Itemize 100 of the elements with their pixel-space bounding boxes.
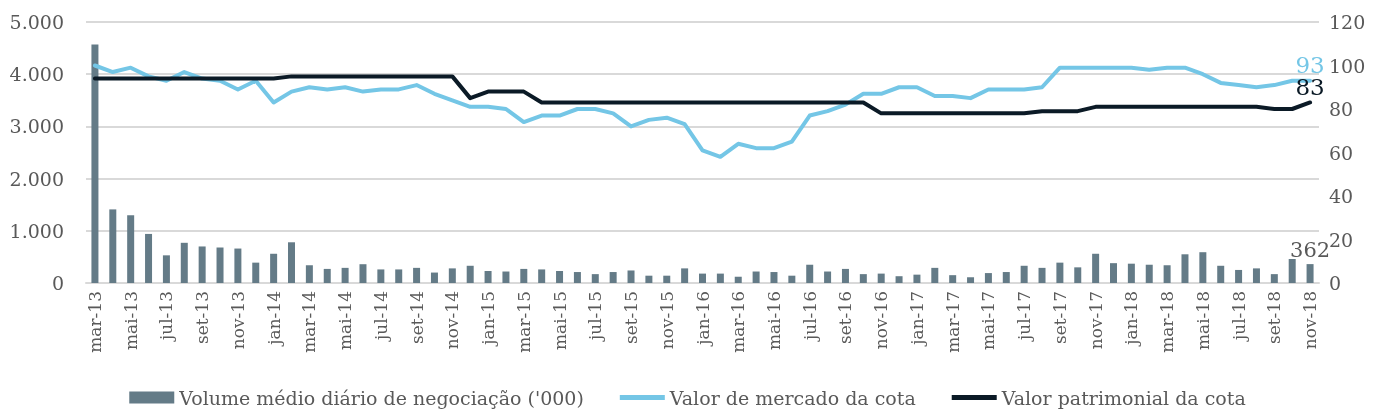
x-tick-label: jan-17 [906,291,927,347]
x-tick-label: mai-15 [549,291,570,351]
x-tick-label: jul-14 [370,291,391,343]
bar [1163,265,1171,283]
legend-label: Valor de mercado da cota [668,386,916,409]
bar [984,273,992,283]
bar [448,268,456,283]
bar [234,248,242,283]
bar [91,44,99,283]
y-tick-label: 3.000 [9,115,64,138]
y-tick-label: 4.000 [9,63,64,86]
x-tick-label: set-14 [406,291,427,344]
y-tick-label: 0 [51,272,64,294]
bar [538,269,546,283]
bar [216,247,224,283]
x-tick-label: jan-16 [692,291,713,347]
x-tick-label: mar-16 [728,291,749,353]
bar [520,268,528,283]
bar [770,272,778,283]
bar [252,262,260,283]
bar [377,269,385,283]
bar [270,253,278,283]
x-tick-label: set-15 [621,291,642,344]
x-tick-label: set-16 [835,291,856,344]
bar [1217,265,1225,283]
bar [1252,268,1260,283]
x-tick-label: jul-13 [156,291,177,343]
bar [645,275,653,283]
bar [395,269,403,283]
x-tick-label: jul-15 [585,291,606,343]
x-tick-label: nov-16 [871,291,892,350]
bar [1127,263,1135,283]
legend-label: Volume médio diário de negociação ('000) [178,386,584,409]
x-tick-label: jan-15 [478,291,499,347]
bar [859,274,867,283]
y-tick-label: 5.000 [9,11,64,33]
bar [1110,263,1117,283]
x-tick-label: mai-16 [763,291,784,351]
bar [1038,267,1046,283]
x-tick-label: mai-14 [335,291,356,351]
y2-tick-label: 80 [1329,98,1354,120]
bar [681,268,689,283]
bar [1199,252,1207,283]
bar [734,276,742,283]
x-tick-label: mai-18 [1192,291,1213,351]
bar [1002,272,1010,283]
bar [484,270,492,283]
x-tick-label: mar-18 [1157,291,1178,353]
x-tick-label: set-17 [1049,291,1070,344]
bar [341,267,349,283]
bar [162,255,170,283]
bar [699,273,706,283]
data-label: 362 [1290,237,1331,262]
x-tick-label: set-18 [1264,291,1285,344]
bar [1020,265,1028,283]
bar [109,209,117,283]
bar [949,275,957,283]
bar [1181,254,1189,283]
x-tick-label: jul-18 [1228,291,1249,343]
bar [198,246,206,283]
legend-label: Valor patrimonial da cota [1000,386,1246,409]
x-tick-label: mar-15 [513,291,534,353]
bar [806,264,814,283]
y2-tick-label: 0 [1329,272,1342,294]
x-tick-label: nov-15 [656,291,677,350]
bar [895,276,903,283]
bar [752,271,760,283]
y2-tick-label: 60 [1329,141,1354,164]
bar [502,271,510,283]
y2-tick-label: 100 [1329,54,1366,77]
bar [466,265,474,283]
bar [841,268,849,283]
x-tick-label: nov-13 [227,291,248,350]
bar [573,272,581,283]
x-tick-label: mar-13 [84,291,105,353]
bar [145,233,153,283]
bar [413,267,421,283]
bar [323,268,331,283]
bar [967,277,975,283]
bar [627,270,635,283]
x-tick-label: jan-18 [1121,291,1142,347]
x-tick-label: nov-14 [442,291,463,350]
y2-tick-label: 40 [1329,185,1354,207]
x-tick-label: jul-17 [1014,291,1035,343]
bar [877,273,885,283]
bar [430,272,438,283]
bar [931,267,939,283]
bar [663,275,671,283]
y2-tick-label: 20 [1329,228,1354,251]
x-tick-label: set-13 [192,291,213,344]
bar [305,265,313,283]
bar [1074,267,1082,283]
bar [1056,262,1064,283]
bar [180,242,188,283]
bar [359,264,367,283]
bar [788,275,796,283]
bar [1092,253,1100,283]
x-tick-label: nov-17 [1085,291,1106,350]
bar [1270,274,1278,283]
x-tick-label: mai-13 [120,291,141,351]
